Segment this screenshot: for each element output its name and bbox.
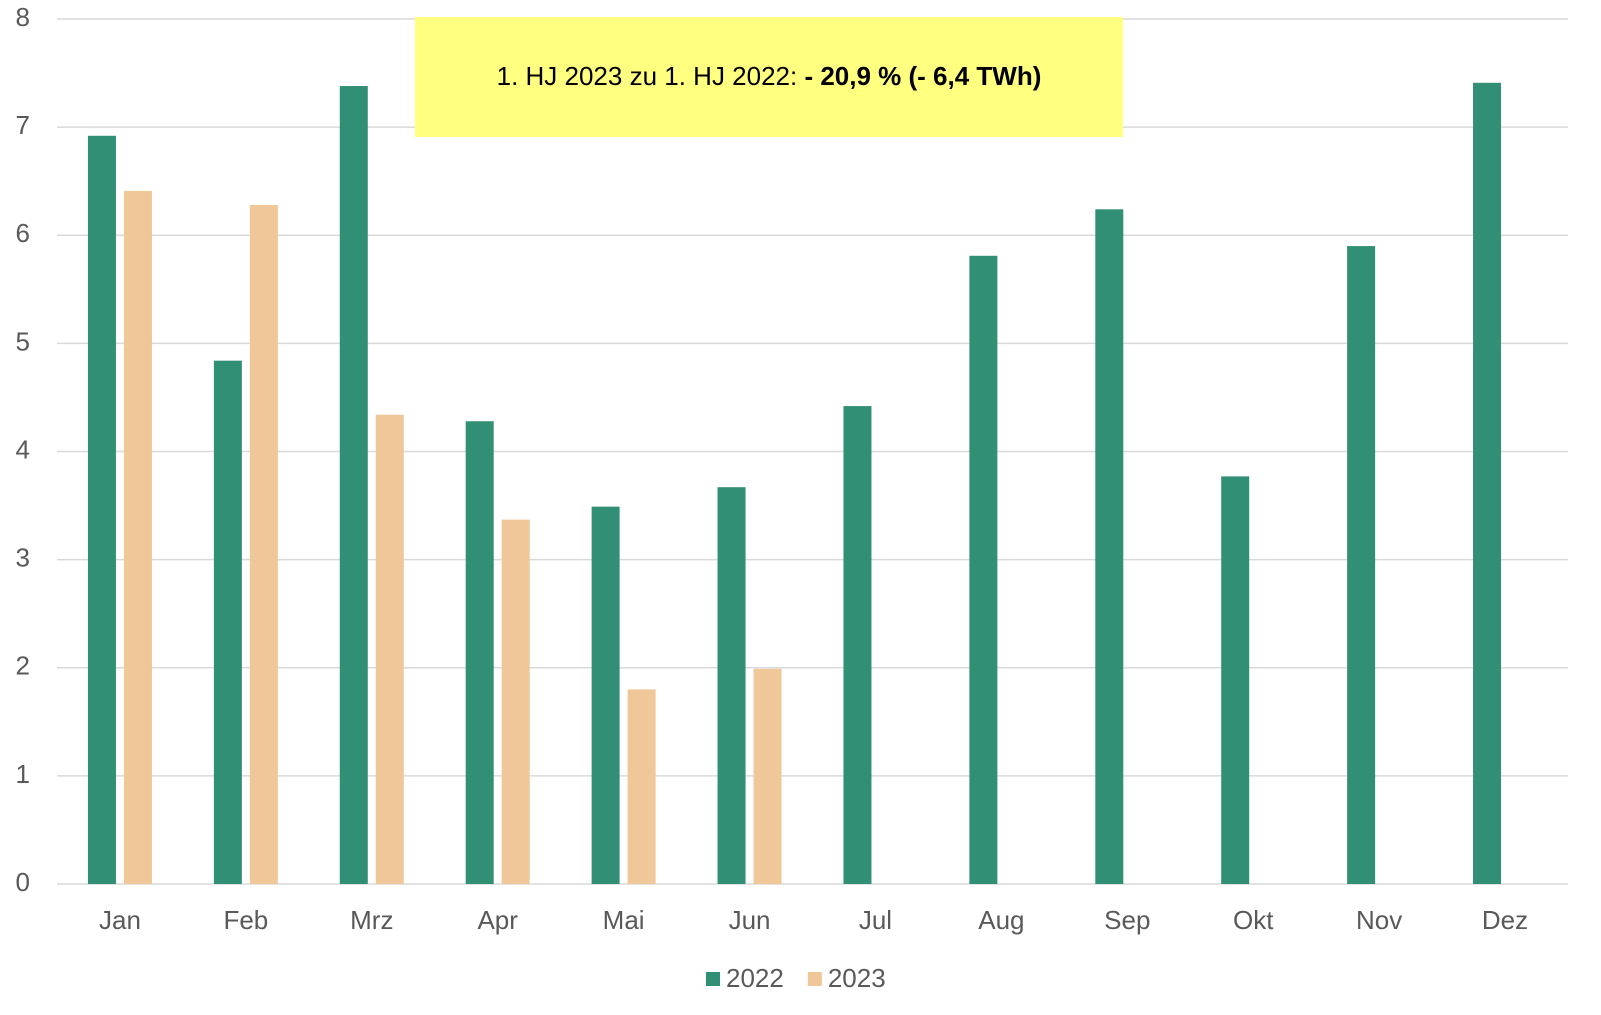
- legend-label: 2022: [726, 963, 784, 993]
- x-tick-label: Jan: [99, 905, 141, 935]
- bar: [591, 506, 620, 884]
- x-tick-label: Apr: [477, 905, 518, 935]
- bar: [249, 204, 278, 885]
- y-tick-label: 8: [16, 2, 30, 32]
- x-tick-label: Jul: [859, 905, 892, 935]
- y-tick-label: 4: [16, 434, 30, 464]
- legend-swatch: [807, 972, 822, 986]
- annotation-text: 1. HJ 2023 zu 1. HJ 2022:: [497, 61, 805, 91]
- annotation: 1. HJ 2023 zu 1. HJ 2022: - 20,9 % (- 6,…: [497, 61, 1042, 91]
- bar: [213, 360, 242, 884]
- bar: [627, 689, 656, 884]
- bar: [843, 406, 872, 884]
- x-tick-label: Sep: [1104, 905, 1150, 935]
- y-tick-label: 5: [16, 326, 30, 356]
- x-tick-label: Jun: [729, 905, 771, 935]
- x-tick-label: Nov: [1356, 905, 1402, 935]
- y-tick-label: 7: [16, 110, 30, 140]
- bar: [87, 135, 116, 884]
- legend-label: 2023: [828, 963, 886, 993]
- bar: [753, 668, 782, 884]
- annotation-box: [415, 17, 1123, 137]
- bar: [1347, 246, 1376, 884]
- bar: [1221, 476, 1250, 884]
- bar: [123, 190, 152, 884]
- bar: [1095, 209, 1124, 885]
- y-tick-label: 1: [16, 759, 30, 789]
- x-tick-label: Aug: [978, 905, 1024, 935]
- annotation-bold: - 20,9 % (- 6,4 TWh): [804, 61, 1041, 91]
- x-tick-label: Mrz: [350, 905, 393, 935]
- y-tick-label: 0: [16, 867, 30, 897]
- bar: [1473, 82, 1502, 884]
- bar: [465, 421, 494, 884]
- x-tick-label: Feb: [223, 905, 268, 935]
- bar: [339, 86, 368, 885]
- y-tick-label: 6: [16, 218, 30, 248]
- x-tick-label: Okt: [1233, 905, 1274, 935]
- bar: [375, 414, 404, 884]
- y-tick-label: 3: [16, 543, 30, 573]
- bar: [969, 255, 998, 884]
- bar: [717, 487, 746, 884]
- x-tick-label: Dez: [1482, 905, 1528, 935]
- y-tick-label: 2: [16, 651, 30, 681]
- x-tick-label: Mai: [603, 905, 645, 935]
- legend-swatch: [706, 972, 720, 986]
- bar: [501, 519, 530, 884]
